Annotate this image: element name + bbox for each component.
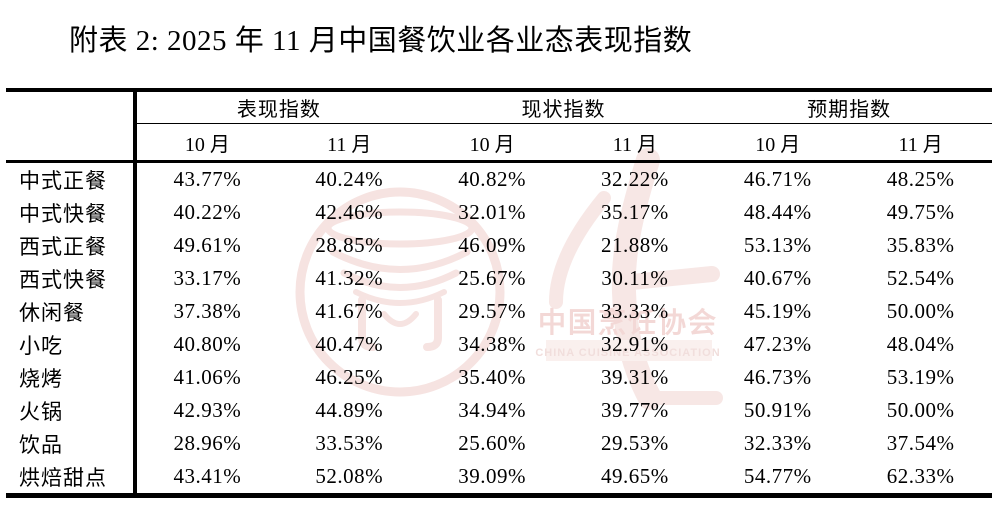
group-header-expected: 预期指数 <box>706 90 992 124</box>
index-table: 表现指数 现状指数 预期指数 10 月 11 月 10 月 11 月 10 月 … <box>6 88 992 498</box>
row-label: 中式正餐 <box>6 161 138 196</box>
value-cell: 48.25% <box>886 167 955 191</box>
group-header-current: 现状指数 <box>420 90 707 124</box>
value-cell: 41.06% <box>173 365 242 389</box>
value-cell: 40.47% <box>315 332 384 356</box>
group-header-row: 表现指数 现状指数 预期指数 <box>6 90 992 163</box>
value-cell: 28.96% <box>173 431 242 455</box>
value-cell: 35.17% <box>601 200 669 224</box>
value-cell: 46.09% <box>458 233 526 257</box>
row-label: 中式快餐 <box>6 196 138 229</box>
value-cell: 44.89% <box>315 398 384 422</box>
month-header: 11 月 <box>277 123 421 163</box>
month-header: 11 月 <box>849 123 992 163</box>
month-header: 10 月 <box>420 123 564 163</box>
value-cell: 45.19% <box>743 299 812 323</box>
month-header: 11 月 <box>563 123 707 163</box>
value-cell: 39.09% <box>458 464 526 488</box>
value-cell: 52.54% <box>886 266 955 290</box>
value-cell: 41.32% <box>315 266 384 290</box>
month-header-row: 10 月 11 月 10 月 11 月 10 月 11 月 <box>6 123 992 163</box>
value-cell: 48.04% <box>886 332 955 356</box>
value-cell: 29.53% <box>601 431 669 455</box>
value-cell: 33.17% <box>173 266 242 290</box>
value-cell: 30.11% <box>601 266 669 290</box>
value-cell: 40.22% <box>173 200 242 224</box>
value-cell: 25.60% <box>458 431 526 455</box>
value-cell: 32.91% <box>601 332 669 356</box>
page-title: 附表 2: 2025 年 11 月中国餐饮业各业态表现指数 <box>69 25 693 57</box>
value-cell: 40.82% <box>458 167 526 191</box>
value-cell: 32.22% <box>601 167 669 191</box>
value-cell: 35.40% <box>458 365 526 389</box>
value-cell: 39.31% <box>601 365 669 389</box>
value-cell: 37.54% <box>886 431 955 455</box>
value-cell: 42.93% <box>173 398 242 422</box>
value-cell: 46.71% <box>743 167 812 191</box>
row-label: 烘焙甜点 <box>6 460 138 496</box>
value-cell: 28.85% <box>315 233 384 257</box>
value-cell: 34.94% <box>458 398 526 422</box>
value-cell: 49.61% <box>173 233 242 257</box>
value-cell: 32.33% <box>743 431 812 455</box>
table-row: 休闲餐 37.38% 41.67% 29.57% 33.33% 45.19% 5… <box>6 295 992 328</box>
row-label: 西式快餐 <box>6 262 138 295</box>
table-row: 中式快餐 40.22% 42.46% 32.01% 35.17% 48.44% … <box>6 196 992 229</box>
group-header-performance: 表现指数 <box>135 90 421 124</box>
value-cell: 48.44% <box>743 200 812 224</box>
value-cell: 35.83% <box>886 233 955 257</box>
value-cell: 34.38% <box>458 332 526 356</box>
row-label: 休闲餐 <box>6 295 138 328</box>
value-cell: 29.57% <box>458 299 526 323</box>
corner-cell <box>6 90 138 163</box>
value-cell: 40.67% <box>743 266 812 290</box>
table-row: 中式正餐 43.77% 40.24% 40.82% 32.22% 46.71% … <box>6 161 992 196</box>
value-cell: 46.73% <box>743 365 812 389</box>
value-cell: 33.53% <box>315 431 384 455</box>
value-cell: 33.33% <box>601 299 669 323</box>
month-header: 10 月 <box>706 123 850 163</box>
table-row: 饮品 28.96% 33.53% 25.60% 29.53% 32.33% 37… <box>6 427 992 460</box>
table-row: 烧烤 41.06% 46.25% 35.40% 39.31% 46.73% 53… <box>6 361 992 394</box>
value-cell: 40.24% <box>315 167 384 191</box>
table-row: 西式正餐 49.61% 28.85% 46.09% 21.88% 53.13% … <box>6 229 992 262</box>
value-cell: 40.80% <box>173 332 242 356</box>
row-label: 西式正餐 <box>6 229 138 262</box>
value-cell: 43.77% <box>173 167 242 191</box>
value-cell: 50.00% <box>886 299 955 323</box>
value-cell: 41.67% <box>315 299 384 323</box>
value-cell: 43.41% <box>173 464 242 488</box>
value-cell: 50.00% <box>886 398 955 422</box>
value-cell: 49.65% <box>601 464 669 488</box>
value-cell: 42.46% <box>315 200 384 224</box>
value-cell: 53.19% <box>886 365 955 389</box>
month-header: 10 月 <box>135 123 278 163</box>
value-cell: 62.33% <box>886 464 955 488</box>
row-label: 烧烤 <box>6 361 138 394</box>
value-cell: 32.01% <box>458 200 526 224</box>
value-cell: 37.38% <box>173 299 242 323</box>
value-cell: 53.13% <box>743 233 812 257</box>
value-cell: 21.88% <box>601 233 669 257</box>
value-cell: 39.77% <box>601 398 669 422</box>
value-cell: 52.08% <box>315 464 384 488</box>
table-row: 烘焙甜点 43.41% 52.08% 39.09% 49.65% 54.77% … <box>6 460 992 496</box>
row-label: 火锅 <box>6 394 138 427</box>
value-cell: 54.77% <box>743 464 812 488</box>
value-cell: 49.75% <box>886 200 955 224</box>
row-label: 小吃 <box>6 328 138 361</box>
table-row: 西式快餐 33.17% 41.32% 25.67% 30.11% 40.67% … <box>6 262 992 295</box>
value-cell: 46.25% <box>315 365 384 389</box>
value-cell: 47.23% <box>743 332 812 356</box>
value-cell: 25.67% <box>458 266 526 290</box>
table-row: 小吃 40.80% 40.47% 34.38% 32.91% 47.23% 48… <box>6 328 992 361</box>
value-cell: 50.91% <box>743 398 812 422</box>
row-label: 饮品 <box>6 427 138 460</box>
table-row: 火锅 42.93% 44.89% 34.94% 39.77% 50.91% 50… <box>6 394 992 427</box>
